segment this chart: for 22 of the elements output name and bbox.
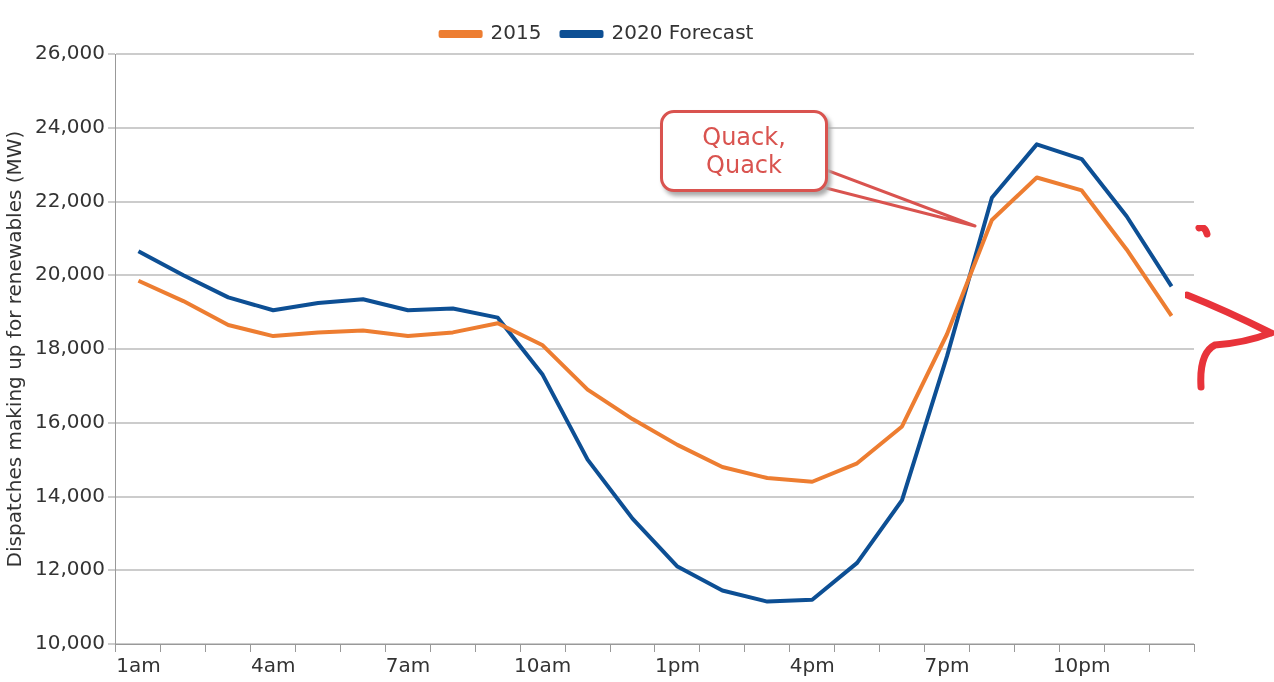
y-axis-title: Dispatches making up for renewables (MW) bbox=[2, 130, 27, 568]
x-tick-label: 7am bbox=[385, 653, 431, 678]
legend-label: 2015 bbox=[490, 20, 542, 45]
y-tick-label: 16,000 bbox=[35, 408, 105, 433]
y-tick-label: 14,000 bbox=[35, 482, 105, 507]
x-tick-label: 1pm bbox=[655, 653, 700, 678]
x-tick-label: 10pm bbox=[1052, 653, 1111, 678]
x-tick-label: 7pm bbox=[924, 653, 970, 678]
y-tick-label: 22,000 bbox=[35, 187, 105, 212]
annotation: Quack, Quack bbox=[660, 110, 828, 192]
x-tick-label: 4am bbox=[250, 653, 296, 678]
speech-bubble: Quack, Quack bbox=[660, 110, 990, 250]
y-tick-label: 10,000 bbox=[35, 630, 105, 655]
x-tick-label: 4pm bbox=[789, 653, 835, 678]
y-tick-label: 12,000 bbox=[35, 556, 105, 581]
x-tick-label: 10am bbox=[514, 653, 572, 678]
y-tick-label: 26,000 bbox=[35, 40, 105, 65]
legend-label: 2020 Forecast bbox=[611, 20, 754, 45]
y-tick-label: 18,000 bbox=[35, 335, 105, 360]
y-tick-label: 20,000 bbox=[35, 261, 105, 286]
x-tick-label: 1am bbox=[116, 653, 161, 678]
y-tick-label: 24,000 bbox=[35, 113, 105, 138]
